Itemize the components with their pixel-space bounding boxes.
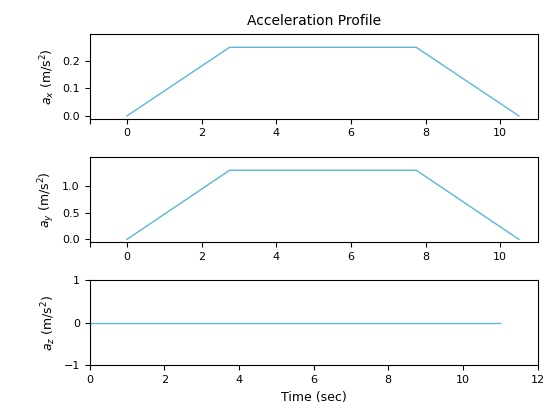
Y-axis label: $a_y$ (m/s$^2$): $a_y$ (m/s$^2$) xyxy=(36,171,57,228)
X-axis label: Time (sec): Time (sec) xyxy=(281,391,347,404)
Y-axis label: $a_x$ (m/s$^2$): $a_x$ (m/s$^2$) xyxy=(38,48,57,105)
Y-axis label: $a_z$ (m/s$^2$): $a_z$ (m/s$^2$) xyxy=(39,295,58,351)
Title: Acceleration Profile: Acceleration Profile xyxy=(246,14,381,28)
